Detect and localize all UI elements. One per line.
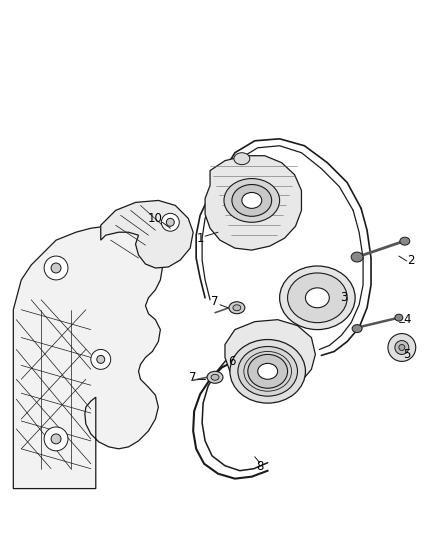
- Ellipse shape: [279, 266, 355, 329]
- Circle shape: [395, 341, 409, 354]
- Circle shape: [166, 219, 174, 226]
- Ellipse shape: [352, 325, 362, 333]
- Circle shape: [44, 256, 68, 280]
- Ellipse shape: [351, 252, 363, 262]
- Ellipse shape: [248, 354, 288, 388]
- Circle shape: [91, 350, 111, 369]
- Ellipse shape: [305, 288, 329, 308]
- Circle shape: [51, 434, 61, 444]
- Text: 10: 10: [148, 212, 163, 225]
- Ellipse shape: [207, 372, 223, 383]
- Circle shape: [399, 344, 405, 351]
- Circle shape: [44, 427, 68, 451]
- Text: 8: 8: [256, 460, 263, 473]
- Polygon shape: [205, 156, 301, 250]
- Ellipse shape: [230, 340, 305, 403]
- Ellipse shape: [232, 184, 272, 216]
- Ellipse shape: [238, 346, 297, 396]
- Ellipse shape: [233, 305, 241, 311]
- Text: 7: 7: [211, 295, 219, 308]
- Polygon shape: [225, 320, 315, 393]
- Ellipse shape: [288, 273, 347, 322]
- Ellipse shape: [229, 302, 245, 314]
- Ellipse shape: [395, 314, 403, 321]
- Text: 1: 1: [196, 232, 204, 245]
- Polygon shape: [101, 200, 193, 268]
- Ellipse shape: [400, 237, 410, 245]
- Text: 3: 3: [340, 292, 348, 304]
- Text: 2: 2: [407, 254, 414, 266]
- Ellipse shape: [242, 192, 262, 208]
- Ellipse shape: [211, 374, 219, 380]
- Text: 4: 4: [403, 313, 410, 326]
- Polygon shape: [13, 226, 162, 489]
- Text: 7: 7: [189, 371, 197, 384]
- Text: 5: 5: [403, 348, 410, 361]
- Circle shape: [97, 356, 105, 364]
- Circle shape: [51, 263, 61, 273]
- Ellipse shape: [234, 153, 250, 165]
- Ellipse shape: [258, 364, 278, 379]
- Text: 6: 6: [228, 355, 236, 368]
- Circle shape: [388, 334, 416, 361]
- Circle shape: [161, 213, 179, 231]
- Ellipse shape: [224, 179, 279, 222]
